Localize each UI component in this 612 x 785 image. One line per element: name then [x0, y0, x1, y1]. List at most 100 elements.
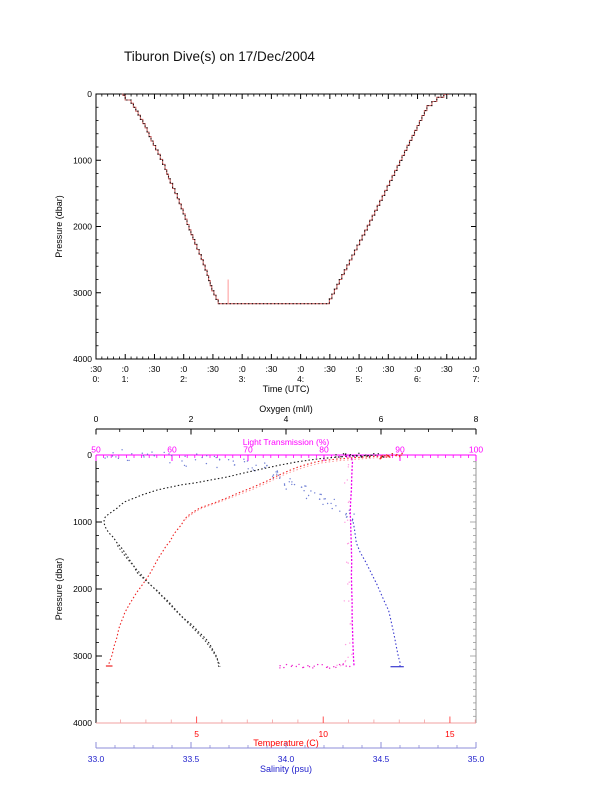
scatter-dot [232, 460, 234, 462]
plot1-x-tick-hour: 5: [356, 374, 363, 384]
salinity-tick-label: 34.5 [373, 754, 390, 764]
scatter-dot [320, 493, 322, 496]
plot2-y-tick-label: 0 [87, 450, 92, 460]
plot1-x-tick-minutes: :30 [149, 364, 161, 374]
scatter-dot [347, 656, 349, 658]
series-oxygen-profile [103, 454, 377, 667]
scatter-dot [121, 449, 123, 451]
scatter-dot [338, 663, 341, 666]
scatter-dot [348, 581, 350, 583]
scatter-dot [115, 456, 117, 458]
scatter-dot [146, 453, 149, 455]
scatter-dot [351, 520, 353, 522]
scatter-dot [298, 663, 300, 666]
scatter-dot [205, 462, 208, 465]
light-tick-label: 70 [243, 445, 253, 455]
oxygen-tick-label: 0 [94, 414, 99, 424]
scatter-dot [339, 510, 341, 512]
scatter-dot [344, 660, 347, 662]
axis-title-salinity: Salinity (psu) [260, 764, 312, 774]
scatter-dot [396, 453, 398, 456]
scatter-dot [194, 459, 197, 461]
plot1-y-tick-label: 2000 [73, 222, 92, 232]
plot1-x-tick-hour: 7: [472, 374, 479, 384]
plot1-x-tick-minutes: :30 [441, 364, 453, 374]
scatter-dot [272, 474, 275, 476]
plot1-x-tick-minutes: :30 [324, 364, 336, 374]
scatter-dot [305, 497, 308, 500]
salinity-tick-label: 35.0 [468, 754, 485, 764]
plot1-x-tick-hour: 6: [414, 374, 421, 384]
scatter-dot [290, 665, 293, 668]
scatter-dot [348, 500, 350, 502]
scatter-dot [168, 453, 170, 455]
scatter-dot [351, 653, 353, 656]
scatter-dot [349, 623, 351, 625]
scatter-dot [247, 468, 249, 470]
plot1-x-tick-minutes: :0 [472, 364, 479, 374]
plot1-y-tick-label: 1000 [73, 155, 92, 165]
scatter-dot [346, 543, 349, 545]
oxygen-tick-label: 8 [474, 414, 479, 424]
scatter-dot [276, 470, 278, 472]
plot1-x-tick-hour: 1: [122, 374, 129, 384]
light-tick-label: 100 [469, 445, 483, 455]
scatter-dot [291, 483, 293, 486]
plot2-y-tick-label: 4000 [73, 718, 92, 728]
scatter-dot [266, 465, 268, 467]
plot2-y-tick-label: 3000 [73, 651, 92, 661]
scatter-dot [291, 481, 293, 483]
scatter-dot [323, 498, 325, 500]
scatter-dot [252, 469, 255, 471]
scatter-dot [401, 452, 403, 455]
scatter-dot [288, 481, 290, 483]
salinity-tick-label: 33.0 [88, 754, 105, 764]
scatter-dot [131, 453, 133, 455]
scatter-dot [345, 453, 347, 455]
scatter-dot [293, 483, 296, 486]
scatter-dot [324, 498, 326, 500]
plot1-x-tick-minutes: :30 [382, 364, 394, 374]
scatter-dot [163, 451, 165, 454]
scatter-dot [104, 457, 106, 459]
scatter-dot [328, 667, 331, 669]
plot1-x-tick-minutes: :0 [180, 364, 187, 374]
scatter-dot [307, 665, 309, 667]
scatter-dot [336, 664, 338, 666]
scatter-dot [365, 454, 367, 456]
scatter-dot [322, 503, 324, 506]
scatter-dot [201, 456, 203, 459]
scatter-dot [283, 483, 286, 485]
light-tick-label: 50 [91, 445, 101, 455]
scatter-dot [348, 600, 350, 602]
scatter-dot [185, 465, 187, 467]
scatter-dot [347, 583, 349, 585]
scatter-dot [276, 473, 278, 475]
series-dive-track-red [121, 93, 449, 305]
scatter-dot [264, 462, 266, 464]
scatter-dot [345, 512, 347, 515]
scatter-dot [275, 471, 277, 473]
series-dive-track-black [121, 93, 449, 305]
series-light-bottom-scatter [279, 663, 351, 669]
plot1-x-tick-minutes: :0 [414, 364, 421, 374]
scatter-dot [153, 455, 155, 457]
scatter-dot [379, 458, 381, 460]
plot-ctd-profiles: 0 1000 2000 3000 4000 0 2 4 6 8 Oxygen (ml/l) 50 60 7… [54, 404, 485, 774]
scatter-dot [279, 665, 281, 667]
scatter-dot [251, 467, 253, 469]
scatter-dot [349, 642, 351, 644]
plot2-y-tick-label: 2000 [73, 584, 92, 594]
scatter-dot [246, 460, 249, 462]
scatter-dot [126, 459, 129, 462]
plot-dive-time-series: 01000200030004000:300::01::30:02::30:03:… [54, 89, 480, 394]
series-temperature-surface-scatter [379, 452, 403, 460]
scatter-dot [395, 455, 397, 457]
scatter-dot [326, 502, 329, 505]
scatter-dot [312, 667, 314, 669]
scatter-dot [347, 501, 350, 504]
scatter-dot [347, 464, 350, 466]
scatter-dot [340, 456, 342, 458]
temperature-tick-label: 15 [445, 729, 455, 739]
oxygen-tick-label: 4 [284, 414, 289, 424]
